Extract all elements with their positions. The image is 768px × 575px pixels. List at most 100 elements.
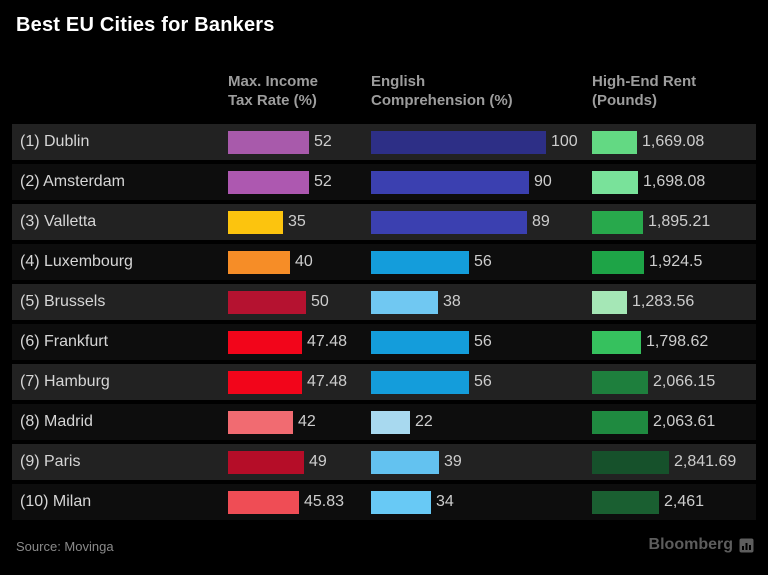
table-row: (6) Frankfurt 47.48 56 1,798.62	[12, 324, 756, 360]
bar	[592, 490, 659, 514]
bar-cell: 1,669.08	[592, 124, 704, 160]
city-label: (10) Milan	[20, 493, 92, 510]
bar-cell: 2,841.69	[592, 444, 736, 480]
value-label: 1,669.08	[642, 133, 705, 150]
bar-cell: 39	[371, 444, 462, 480]
bar	[371, 370, 469, 394]
bar-cell: 1,283.56	[592, 284, 694, 320]
bar	[228, 370, 302, 394]
bar-cell: 49	[228, 444, 327, 480]
bar-cell: 52	[228, 164, 332, 200]
bar	[371, 410, 410, 434]
bar-cell: 47.48	[228, 364, 347, 400]
bar	[228, 330, 302, 354]
value-label: 1,895.21	[648, 213, 711, 230]
table-row: (5) Brussels 50 38 1,283.56	[12, 284, 756, 320]
value-label: 1,798.62	[646, 333, 709, 350]
bar	[228, 130, 309, 154]
bar	[592, 210, 643, 234]
bar-cell: 35	[228, 204, 306, 240]
city-label: (2) Amsterdam	[20, 173, 125, 190]
value-label: 1,283.56	[632, 293, 695, 310]
bar	[592, 250, 644, 274]
value-label: 100	[551, 133, 578, 150]
bar-cell: 38	[371, 284, 461, 320]
value-label: 22	[415, 413, 433, 430]
bloomberg-wordmark: Bloomberg	[648, 536, 733, 553]
bloomberg-logo: Bloomberg	[649, 536, 754, 554]
value-label: 34	[436, 493, 454, 510]
bar-cell: 47.48	[228, 324, 347, 360]
value-label: 89	[532, 213, 550, 230]
table-row: (8) Madrid 42 22 2,063.61	[12, 404, 756, 440]
value-label: 52	[314, 173, 332, 190]
bar-cell: 56	[371, 364, 492, 400]
value-label: 38	[443, 293, 461, 310]
value-label: 56	[474, 253, 492, 270]
city-label: (5) Brussels	[20, 293, 106, 310]
value-label: 47.48	[307, 333, 348, 350]
table-row: (3) Valletta 35 89 1,895.21	[12, 204, 756, 240]
bar	[592, 370, 648, 394]
bar	[228, 450, 304, 474]
bar-cell: 34	[371, 484, 454, 520]
bar-cell: 50	[228, 284, 329, 320]
value-label: 45.83	[304, 493, 345, 510]
bar-cell: 1,895.21	[592, 204, 710, 240]
value-label: 1,698.08	[643, 173, 706, 190]
table-row: (1) Dublin 52 100 1,669.08	[12, 124, 756, 160]
table-row: (10) Milan 45.83 34 2,461	[12, 484, 756, 520]
city-label: (4) Luxembourg	[20, 253, 133, 270]
bar-cell: 2,461	[592, 484, 704, 520]
bar	[371, 330, 469, 354]
chart-rows: (1) Dublin 52 100 1,669.08 (2) Amsterdam 52 90…	[12, 124, 756, 524]
value-label: 35	[288, 213, 306, 230]
bar	[371, 450, 439, 474]
bar-cell: 22	[371, 404, 433, 440]
value-label: 90	[534, 173, 552, 190]
city-label: (3) Valletta	[20, 213, 97, 230]
table-row: (7) Hamburg 47.48 56 2,066.15	[12, 364, 756, 400]
page-title: Best EU Cities for Bankers	[16, 14, 275, 36]
source-credit: Source: Movinga	[16, 539, 114, 554]
value-label: 2,063.61	[653, 413, 716, 430]
bar-cell: 56	[371, 324, 492, 360]
bar	[371, 250, 469, 274]
bar	[228, 490, 299, 514]
bar-cell: 2,063.61	[592, 404, 715, 440]
bar-cell: 40	[228, 244, 313, 280]
table-row: (9) Paris 49 39 2,841.69	[12, 444, 756, 480]
city-label: (8) Madrid	[20, 413, 93, 430]
bar	[592, 410, 648, 434]
bar-cell: 89	[371, 204, 550, 240]
bar-cell: 56	[371, 244, 492, 280]
bar	[228, 290, 306, 314]
bar	[371, 210, 527, 234]
bloomberg-terminal-icon	[739, 538, 754, 552]
bar	[228, 250, 290, 274]
table-row: (2) Amsterdam 52 90 1,698.08	[12, 164, 756, 200]
bar-cell: 1,698.08	[592, 164, 705, 200]
table-row: (4) Luxembourg 40 56 1,924.5	[12, 244, 756, 280]
city-label: (1) Dublin	[20, 133, 90, 150]
city-label: (7) Hamburg	[20, 373, 110, 390]
bar	[592, 330, 641, 354]
value-label: 42	[298, 413, 316, 430]
bar-cell: 52	[228, 124, 332, 160]
bar-cell: 100	[371, 124, 578, 160]
city-label: (6) Frankfurt	[20, 333, 109, 350]
bar	[371, 130, 546, 154]
bar-cell: 1,924.5	[592, 244, 702, 280]
value-label: 2,841.69	[674, 453, 737, 470]
bar	[228, 170, 309, 194]
bar	[592, 170, 638, 194]
bar	[371, 490, 431, 514]
bar	[228, 410, 293, 434]
value-label: 1,924.5	[649, 253, 703, 270]
value-label: 2,461	[664, 493, 705, 510]
value-label: 39	[444, 453, 462, 470]
value-label: 47.48	[307, 373, 348, 390]
value-label: 52	[314, 133, 332, 150]
value-label: 2,066.15	[653, 373, 716, 390]
column-header-rent: High-End Rent (Pounds)	[592, 73, 697, 109]
